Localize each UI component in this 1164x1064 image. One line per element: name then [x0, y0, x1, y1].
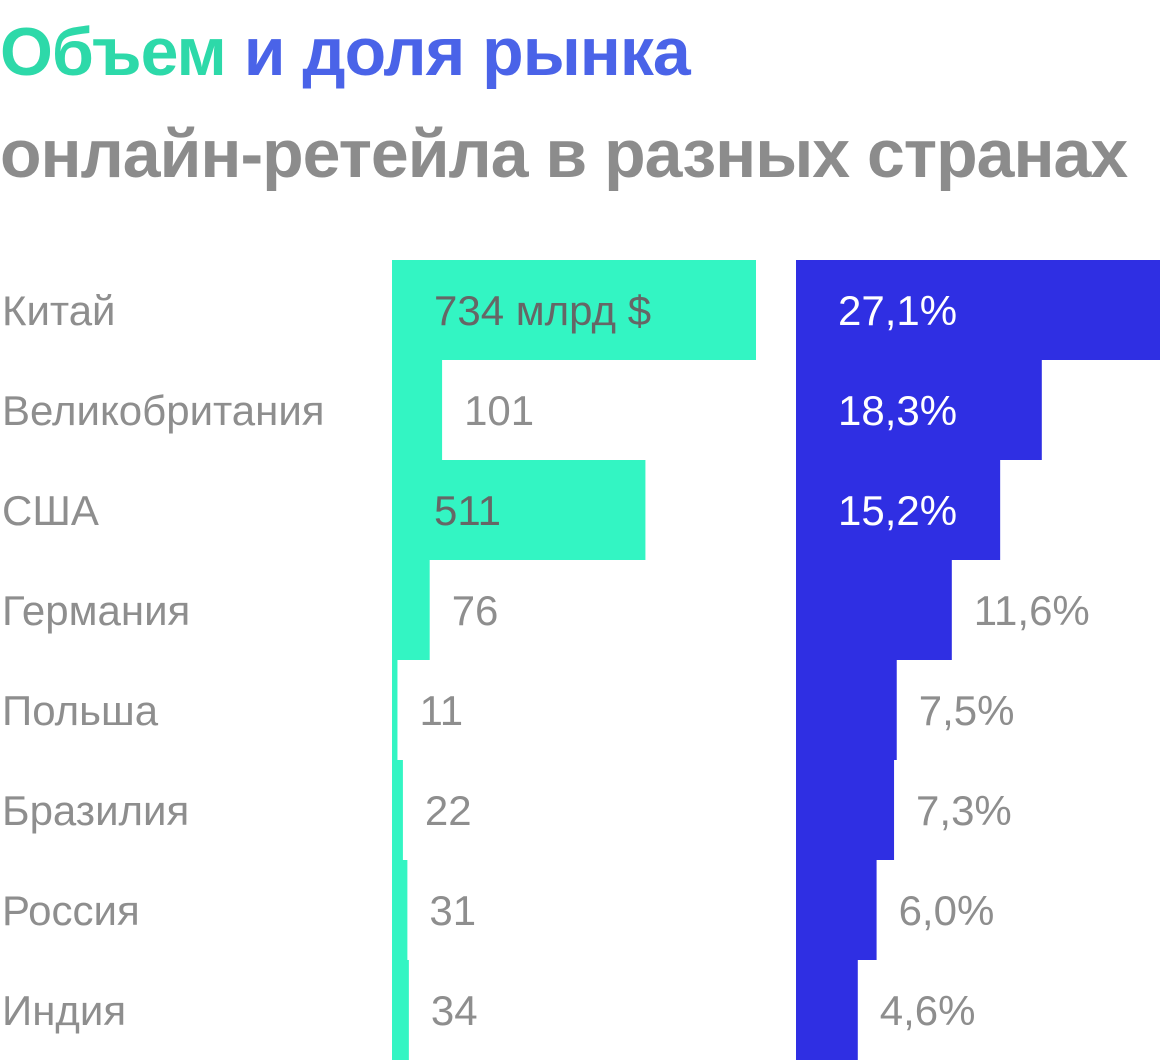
category-label: Россия	[2, 887, 140, 934]
category-label: Великобритания	[2, 387, 325, 434]
share-value-label: 11,6%	[974, 587, 1090, 634]
share-value-label: 7,5%	[919, 687, 1015, 734]
share-value-label: 18,3%	[838, 387, 957, 434]
chart-title-line1: Объем и доля рынка	[0, 18, 691, 86]
share-bar	[796, 560, 952, 660]
volume-value-label: 22	[425, 787, 472, 834]
volume-bar	[392, 560, 430, 660]
share-bar	[796, 460, 1001, 560]
category-label: Китай	[2, 287, 116, 334]
category-label: Бразилия	[2, 787, 189, 834]
title-share-words: и доля рынка	[243, 14, 691, 90]
volume-value-label: 101	[464, 387, 534, 434]
share-value-label: 4,6%	[880, 987, 976, 1034]
volume-bar	[392, 660, 398, 760]
volume-bar	[392, 260, 756, 360]
volume-value-label: 511	[434, 487, 501, 534]
category-label: Германия	[2, 587, 190, 634]
volume-value-label: 11	[419, 687, 463, 734]
share-bar	[796, 760, 895, 860]
share-bar	[796, 360, 1042, 460]
volume-value-label: 734 млрд $	[434, 287, 651, 334]
category-label: США	[2, 487, 99, 534]
volume-value-label: 76	[452, 587, 499, 634]
share-bar	[796, 260, 1160, 360]
category-label: Индия	[2, 987, 126, 1034]
share-bar	[796, 660, 897, 760]
title-volume-word: Объем	[0, 14, 227, 90]
share-bar	[796, 960, 858, 1060]
volume-bar	[392, 960, 409, 1060]
volume-value-label: 34	[431, 987, 478, 1034]
volume-bar	[392, 860, 408, 960]
volume-bar	[392, 460, 646, 560]
volume-bar	[392, 760, 403, 860]
share-value-label: 7,3%	[916, 787, 1012, 834]
share-value-label: 6,0%	[899, 887, 995, 934]
volume-value-label: 31	[429, 887, 476, 934]
share-bar	[796, 860, 877, 960]
share-value-label: 15,2%	[838, 487, 957, 534]
share-value-label: 27,1%	[838, 287, 957, 334]
category-label: Польша	[2, 687, 159, 734]
chart-title-line2: онлайн-ретейла в разных странах	[0, 116, 1128, 192]
volume-bar	[392, 360, 443, 460]
